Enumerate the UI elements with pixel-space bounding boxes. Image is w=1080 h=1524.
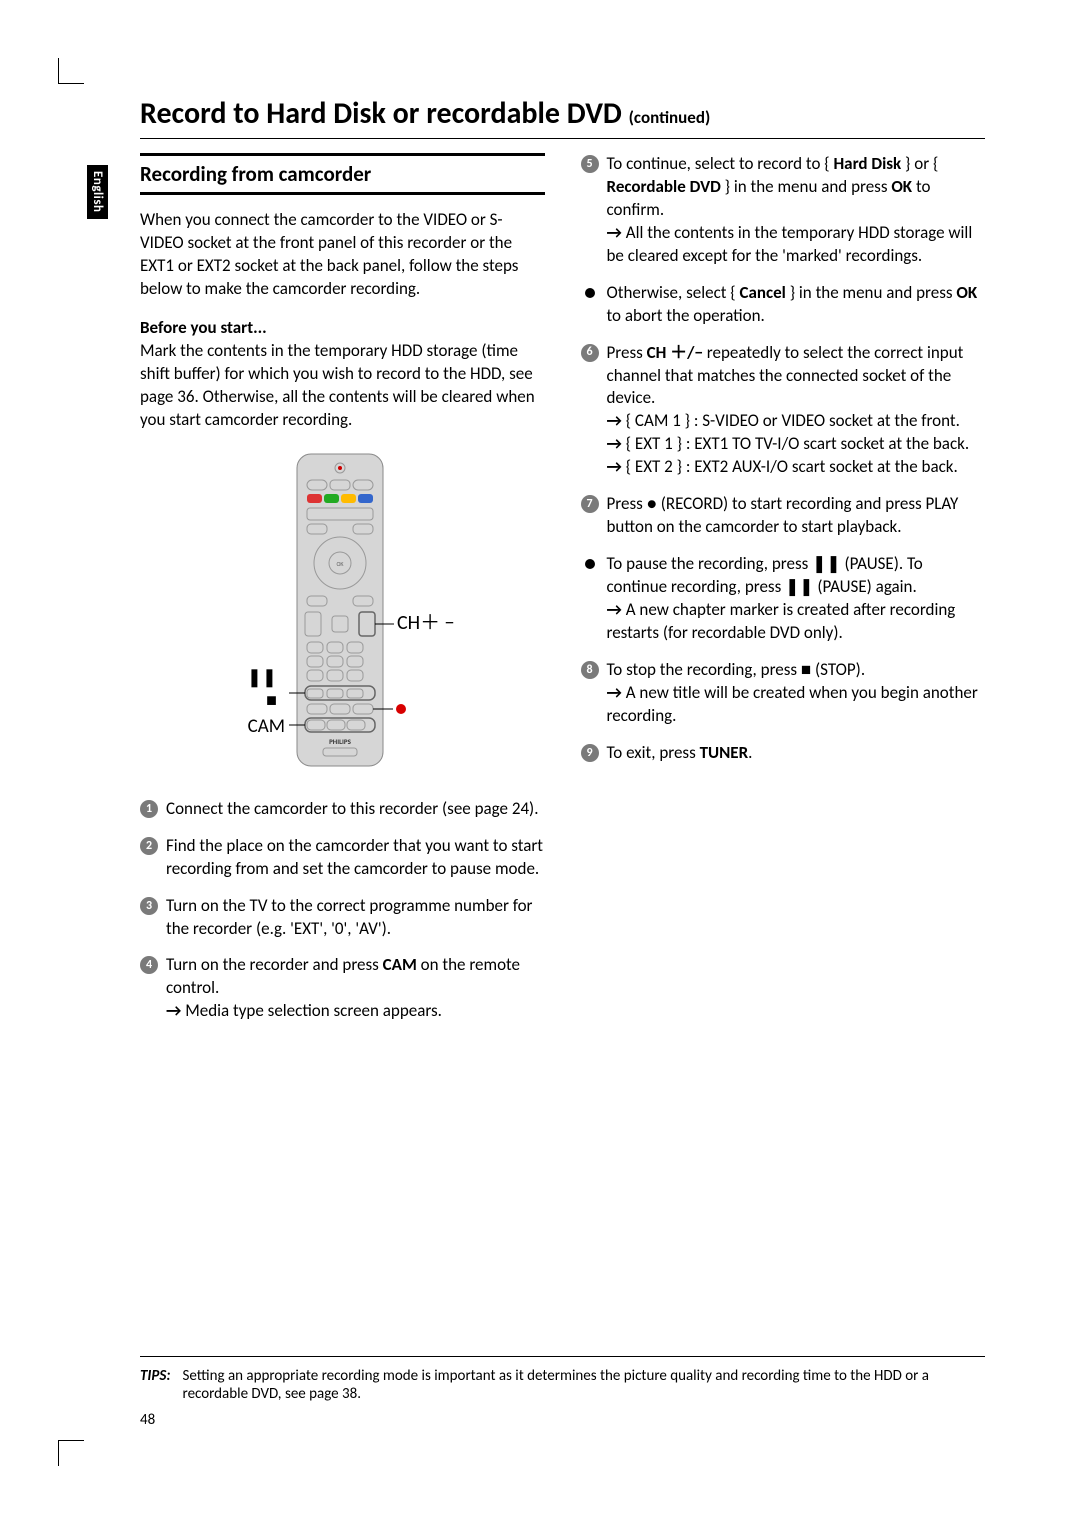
language-tab: English (87, 165, 108, 219)
title-continued: (continued) (629, 107, 711, 128)
bullet-3: 3 (140, 897, 158, 915)
page-title: Record to Hard Disk or recordable DVD (c… (140, 95, 985, 139)
step-7: 7 Press ● (RECORD) to start recording and… (581, 493, 986, 539)
bullet-9: 9 (581, 744, 599, 762)
before-you-start: Before you start... Mark the contents in… (140, 317, 545, 432)
left-column: Recording from camcorder When you connec… (140, 153, 545, 1389)
bullet-dot-2 (585, 559, 595, 569)
step-4-result: Media type selection screen appears. (166, 1000, 442, 1021)
crop-mark-top-left (58, 58, 84, 84)
intro-paragraph: When you connect the camcorder to the VI… (140, 209, 545, 301)
step-3-text: Turn on the TV to the correct programme … (166, 895, 532, 939)
step-7p-text: To pause the recording, press ❚❚ (PAUSE)… (607, 553, 923, 597)
step-6-text: Press CH ＋/− repeatedly to select the co… (607, 342, 964, 409)
bullet-8: 8 (581, 661, 599, 679)
step-4-text: Turn on the recorder and press CAM on th… (166, 954, 520, 998)
section-heading: Recording from camcorder (140, 153, 545, 195)
step-5alt-text: Otherwise, select { Cancel } in the menu… (607, 282, 978, 326)
step-5: 5 To continue, select to record to { Har… (581, 153, 986, 268)
step-7p-result: A new chapter marker is created after re… (607, 599, 956, 643)
before-text: Mark the contents in the temporary HDD s… (140, 340, 535, 430)
before-label: Before you start... (140, 317, 267, 338)
step-5-text: To continue, select to record to { Hard … (607, 153, 939, 220)
step-1-text: Connect the camcorder to this recorder (… (166, 798, 539, 819)
step-6-r3: { EXT 2 } : EXT2 AUX-I/O scart socket at… (607, 456, 958, 477)
bullet-4: 4 (140, 956, 158, 974)
pause-label: ❚❚ (247, 666, 277, 688)
step-6-r1: { CAM 1 } : S-VIDEO or VIDEO socket at t… (607, 410, 960, 431)
stop-label: ■ (266, 689, 277, 711)
remote-brand-text: PHILIPS (329, 737, 352, 746)
tips-label: TIPS: (140, 1367, 171, 1403)
step-8-text: To stop the recording, press ■ (STOP). (607, 659, 866, 680)
cam-label: CAM (248, 715, 285, 738)
right-column: 5 To continue, select to record to { Har… (581, 153, 986, 1389)
page-frame: Record to Hard Disk or recordable DVD (c… (95, 95, 985, 1429)
step-8: 8 To stop the recording, press ■ (STOP).… (581, 659, 986, 728)
title-main: Record to Hard Disk or recordable DVD (140, 95, 629, 132)
step-9-text: To exit, press TUNER. (607, 742, 753, 763)
step-5-alt: Otherwise, select { Cancel } in the menu… (581, 282, 986, 328)
step-2-text: Find the place on the camcorder that you… (166, 835, 543, 879)
step-7-text: Press ● (RECORD) to start recording and … (607, 493, 959, 537)
bullet-6: 6 (581, 344, 599, 362)
step-8-result: A new title will be created when you beg… (607, 682, 978, 726)
step-6: 6 Press CH ＋/− repeatedly to select the … (581, 342, 986, 480)
remote-svg: OK (227, 448, 457, 778)
ch-label: CH＋ − (397, 611, 455, 635)
tips-text: Setting an appropriate recording mode is… (183, 1367, 985, 1403)
crop-mark-bottom-left (58, 1440, 84, 1466)
step-7-pause: To pause the recording, press ❚❚ (PAUSE)… (581, 553, 986, 645)
tips-footer: TIPS: Setting an appropriate recording m… (140, 1356, 985, 1403)
step-5-result: All the contents in the temporary HDD st… (607, 222, 973, 266)
step-9: 9 To exit, press TUNER. (581, 742, 986, 765)
step-3: 3 Turn on the TV to the correct programme… (140, 895, 545, 941)
bullet-2: 2 (140, 837, 158, 855)
step-2: 2 Find the place on the camcorder that yo… (140, 835, 545, 881)
bullet-1: 1 (140, 800, 158, 818)
content-columns: Recording from camcorder When you connec… (140, 153, 985, 1389)
page-number: 48 (140, 1411, 155, 1429)
step-6-r2: { EXT 1 } : EXT1 TO TV-I/O scart socket … (607, 433, 970, 454)
step-4: 4 Turn on the recorder and press CAM on … (140, 954, 545, 1023)
bullet-7: 7 (581, 495, 599, 513)
svg-text:OK: OK (337, 560, 345, 568)
step-1: 1 Connect the camcorder to this recorder … (140, 798, 545, 821)
remote-illustration: OK (140, 448, 545, 778)
bullet-dot-1 (585, 288, 595, 298)
bullet-5: 5 (581, 155, 599, 173)
